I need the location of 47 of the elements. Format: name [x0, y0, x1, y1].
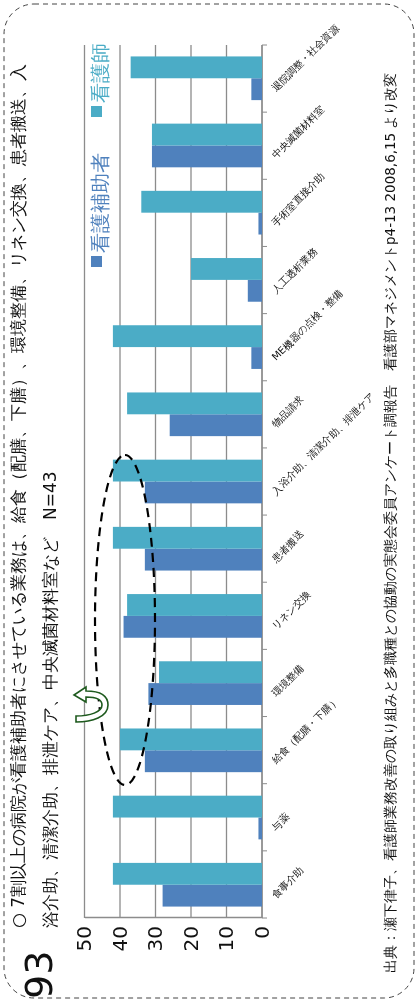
bar [120, 728, 262, 751]
bar [247, 279, 262, 302]
bar [251, 347, 262, 369]
text: 93 [17, 950, 61, 999]
y-tick-label: 食事介助 [269, 864, 306, 901]
x-tick-label: 30 [143, 926, 168, 952]
bar [258, 817, 262, 840]
bar [144, 481, 262, 504]
bar [144, 750, 262, 773]
bar [112, 795, 262, 818]
y-tick-label: 人工透析業務 [269, 245, 320, 296]
bar [162, 884, 262, 907]
bar [112, 862, 262, 885]
bar [112, 459, 262, 482]
x-tick-label: 0 [249, 926, 274, 939]
text: 看護師 [87, 43, 112, 103]
bar [144, 548, 262, 571]
bar [169, 414, 262, 437]
y-tick-label: 環境整備 [269, 662, 306, 699]
source-note: 出典：瀬下律子、看護師業務改善の取り組みと多職種との協動の実態会委員アンケート調報告 看護部マネジメントp4-13 2008,6,15 より改変 [382, 72, 398, 973]
x-tick-label: 10 [214, 926, 239, 952]
y-tick-label: リネン交換 [269, 588, 313, 632]
bar [148, 683, 262, 705]
bar [127, 594, 262, 616]
bar [141, 190, 262, 213]
y-tick-label: 与薬 [269, 811, 292, 833]
bar [112, 325, 262, 348]
bar [112, 526, 262, 549]
bar [258, 212, 262, 235]
bar [251, 78, 262, 101]
bar [123, 615, 262, 638]
y-tick-label: 退院調整・社会資源 [269, 22, 342, 94]
bar [151, 123, 262, 146]
bar [127, 392, 262, 415]
x-tick-label: 20 [178, 926, 203, 952]
y-tick-label: 手術室直接介助 [269, 170, 327, 229]
x-tick-label: 40 [107, 926, 132, 952]
bar [151, 145, 262, 168]
y-tick-label: 患者搬送 [268, 528, 306, 565]
y-tick-label: 中央滅菌材料室 [269, 103, 327, 161]
text: ○ 7割以上の病院が看護補助者にさせている業務は、給食（配膳、下膳）、環境整備、リネン交換、患者搬送、入浴介助、清潔介助、排泄ケア、中央滅菌材料室など N=43 [8, 63, 60, 928]
bar [159, 661, 262, 684]
bar [130, 56, 262, 79]
y-tick-label: 物品請求 [269, 393, 306, 430]
bar [191, 258, 262, 280]
text: 看護補助者 [87, 153, 112, 253]
x-tick-label: 50 [72, 926, 97, 952]
